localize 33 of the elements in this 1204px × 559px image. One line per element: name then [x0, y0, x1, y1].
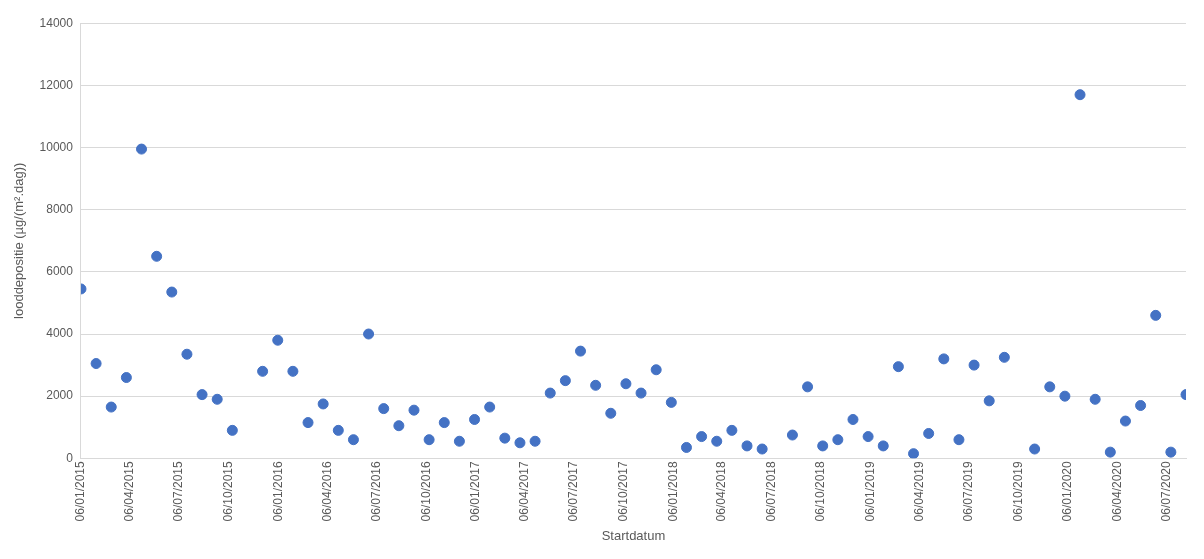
x-tick-label: 06/04/2015 [121, 461, 136, 522]
x-tick-label: 06/07/2017 [566, 461, 581, 522]
x-tick-label: 06/01/2015 [73, 461, 88, 522]
x-tick-label: 06/10/2019 [1010, 461, 1025, 522]
x-tick-label: 06/01/2020 [1060, 461, 1075, 522]
x-tick-label: 06/01/2016 [270, 461, 285, 522]
x-tick-label: 06/04/2017 [517, 461, 532, 522]
y-tick-label: 8000 [46, 202, 74, 216]
x-tick-label: 06/07/2020 [1158, 461, 1173, 522]
x-tick-label: 06/10/2015 [220, 461, 235, 522]
y-tick-label: 0 [66, 450, 74, 465]
y-axis-title: looddepositie (µg/(m².dag)) [11, 162, 27, 319]
x-tick-label: 06/07/2018 [763, 461, 778, 522]
y-tick-label: 14000 [39, 15, 74, 30]
y-tick-label: 12000 [39, 77, 74, 92]
x-tick-label: 06/01/2017 [468, 461, 483, 522]
x-tick-label: 06/04/2019 [911, 461, 926, 522]
x-tick-label: 06/04/2018 [714, 461, 729, 522]
x-tick-label: 06/01/2019 [863, 461, 878, 522]
x-tick-label: 06/07/2015 [171, 461, 186, 522]
x-tick-label: 06/04/2016 [319, 461, 334, 522]
y-tick-label: 10000 [39, 139, 74, 154]
x-tick-label: 06/07/2019 [960, 461, 975, 522]
x-tick-label: 06/01/2018 [665, 461, 680, 522]
x-tick-label: 06/10/2016 [418, 461, 433, 522]
y-tick-label: 2000 [46, 388, 74, 403]
y-tick-label: 4000 [46, 326, 74, 341]
x-tick-label: 06/10/2017 [616, 461, 631, 522]
x-tick-label: 06/07/2016 [369, 461, 383, 522]
x-tick-label: 06/10/2018 [813, 461, 828, 522]
x-tick-label: 06/04/2020 [1109, 461, 1124, 522]
y-tick-label: 6000 [46, 264, 74, 279]
x-axis-title: Startdatum [601, 527, 666, 543]
